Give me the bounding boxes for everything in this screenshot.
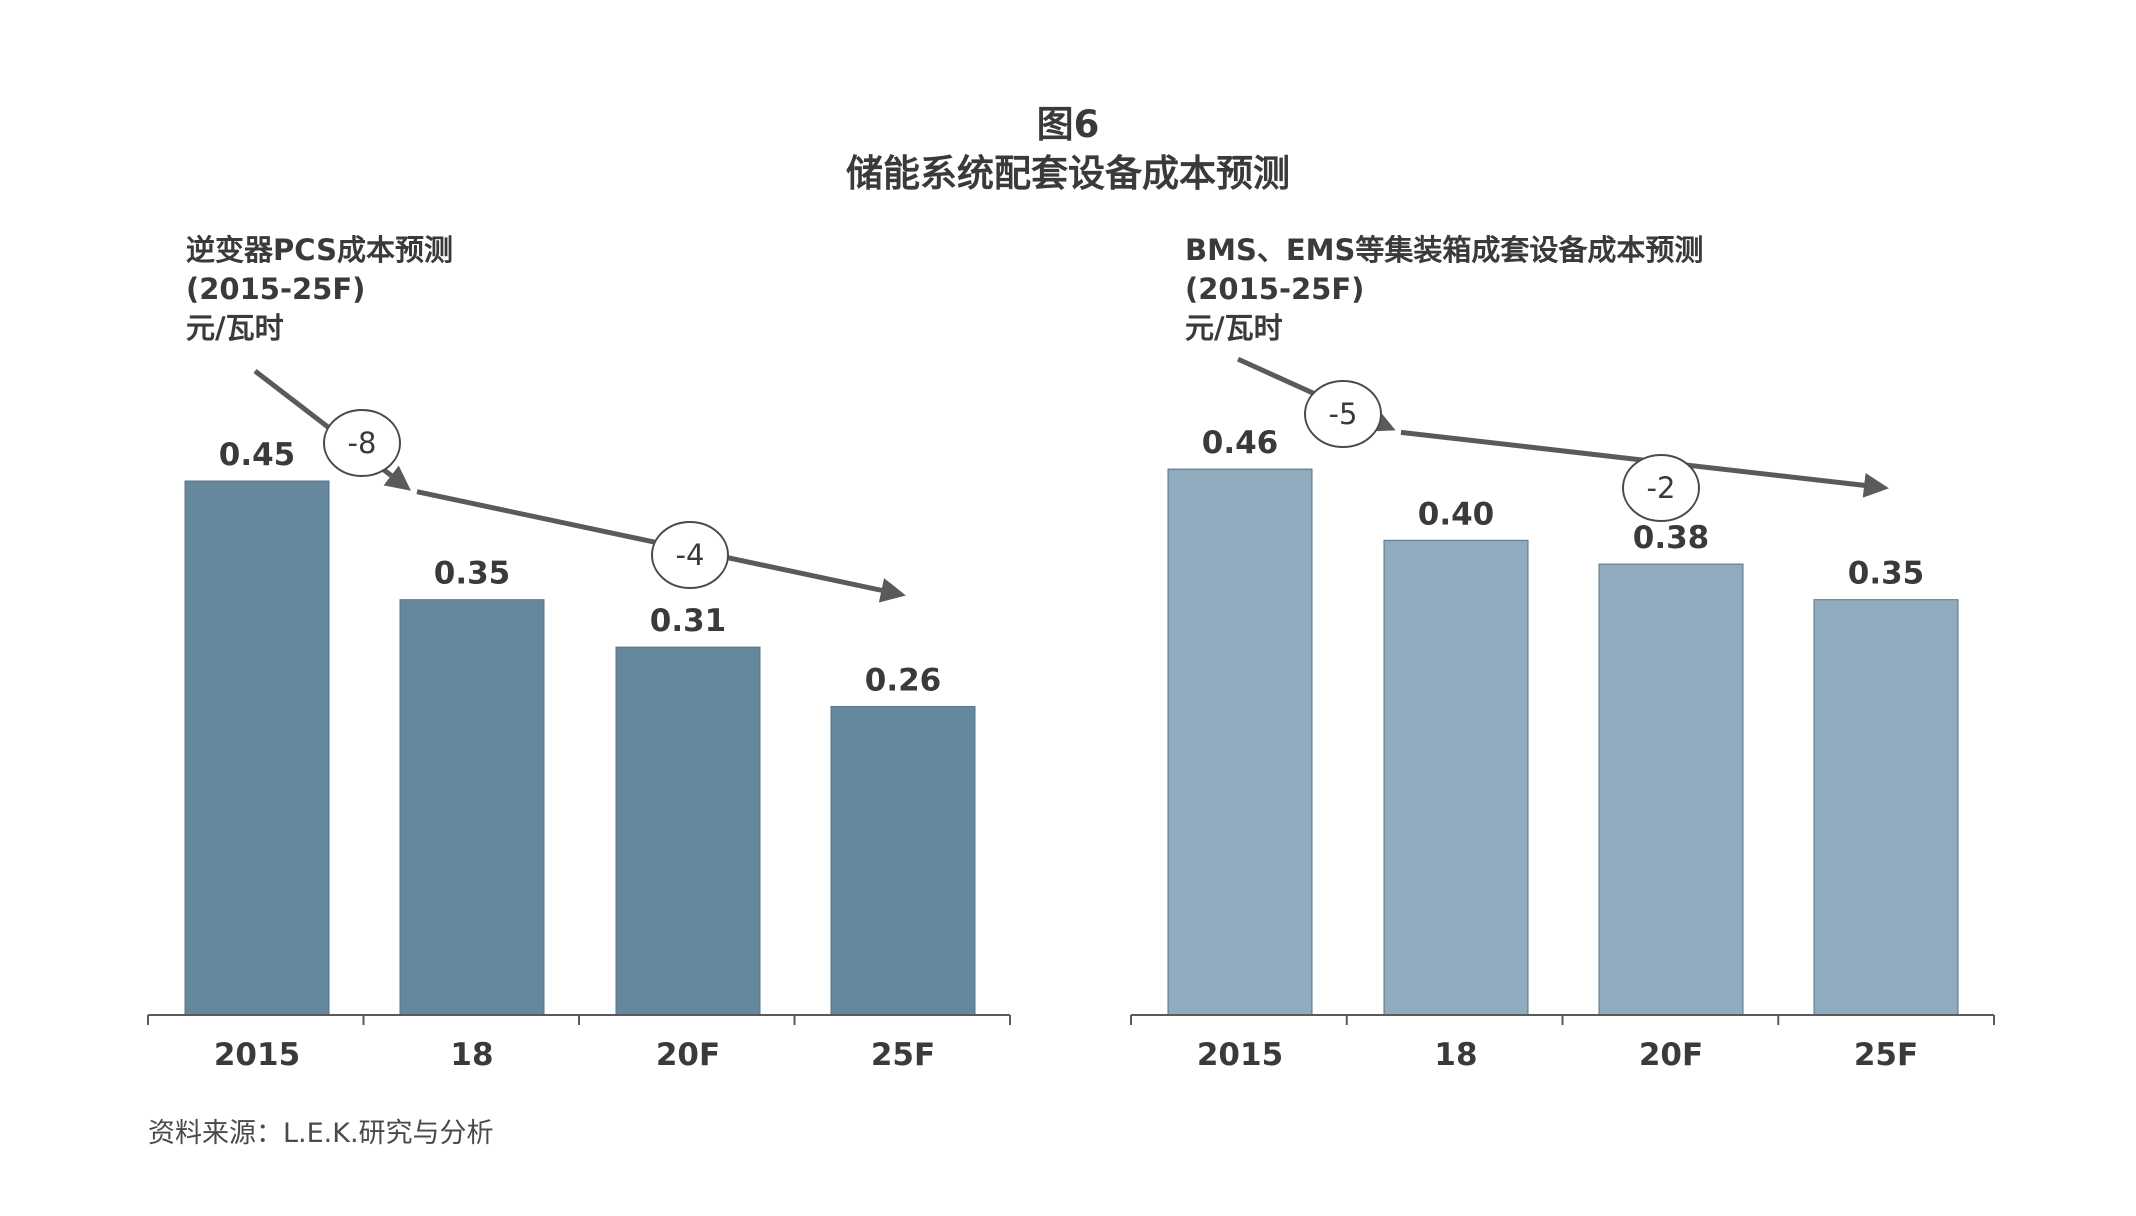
chart-pcs-cost: 逆变器PCS成本预测 (2015-25F) 元/瓦时 0.45 0.35 0.31 0… [148,233,1010,1073]
bar-20f [1599,564,1743,1015]
chart-unit-label: 元/瓦时 [186,311,284,345]
figure-title: 储能系统配套设备成本预测 [846,152,1290,195]
chart-title: BMS、EMS等集装箱成套设备成本预测 [1185,233,1703,267]
x-tick-label: 2015 [214,1037,300,1073]
data-label: 0.31 [650,603,727,639]
data-label: 0.26 [865,662,942,698]
cagr-label: -5 [1329,397,1358,431]
chart-unit-label: 元/瓦时 [1185,311,1283,345]
x-tick-label: 20F [1639,1037,1703,1073]
x-tick-label: 25F [1854,1037,1918,1073]
cagr-label: -2 [1647,471,1676,505]
data-label: 0.35 [434,556,511,592]
source-note: 资料来源：L.E.K.研究与分析 [148,1118,494,1149]
data-label: 0.38 [1633,520,1710,556]
chart-title: 逆变器PCS成本预测 [186,233,453,267]
bar-18 [1384,540,1528,1015]
cagr-label: -8 [348,426,377,460]
chart-subtitle: (2015-25F) [186,272,365,306]
x-tick-label: 20F [656,1037,720,1073]
bar-2015 [1168,469,1312,1015]
data-label: 0.46 [1202,425,1279,461]
bar-25f [831,706,975,1015]
data-label: 0.35 [1848,556,1925,592]
x-tick-label: 25F [871,1037,935,1073]
data-label: 0.40 [1418,496,1495,532]
bar-18 [400,600,544,1015]
x-tick-label: 18 [450,1037,493,1073]
chart-subtitle: (2015-25F) [1185,272,1364,306]
bar-20f [616,647,760,1015]
cagr-label: -4 [676,538,705,572]
figure-label: 图6 [1037,103,1100,146]
chart-bms-ems-cost: BMS、EMS等集装箱成套设备成本预测 (2015-25F) 元/瓦时 0.46… [1131,233,1994,1073]
x-tick-label: 2015 [1197,1037,1283,1073]
x-tick-label: 18 [1434,1037,1477,1073]
bar-2015 [185,481,329,1015]
bar-25f [1814,600,1958,1015]
data-label: 0.45 [219,437,296,473]
